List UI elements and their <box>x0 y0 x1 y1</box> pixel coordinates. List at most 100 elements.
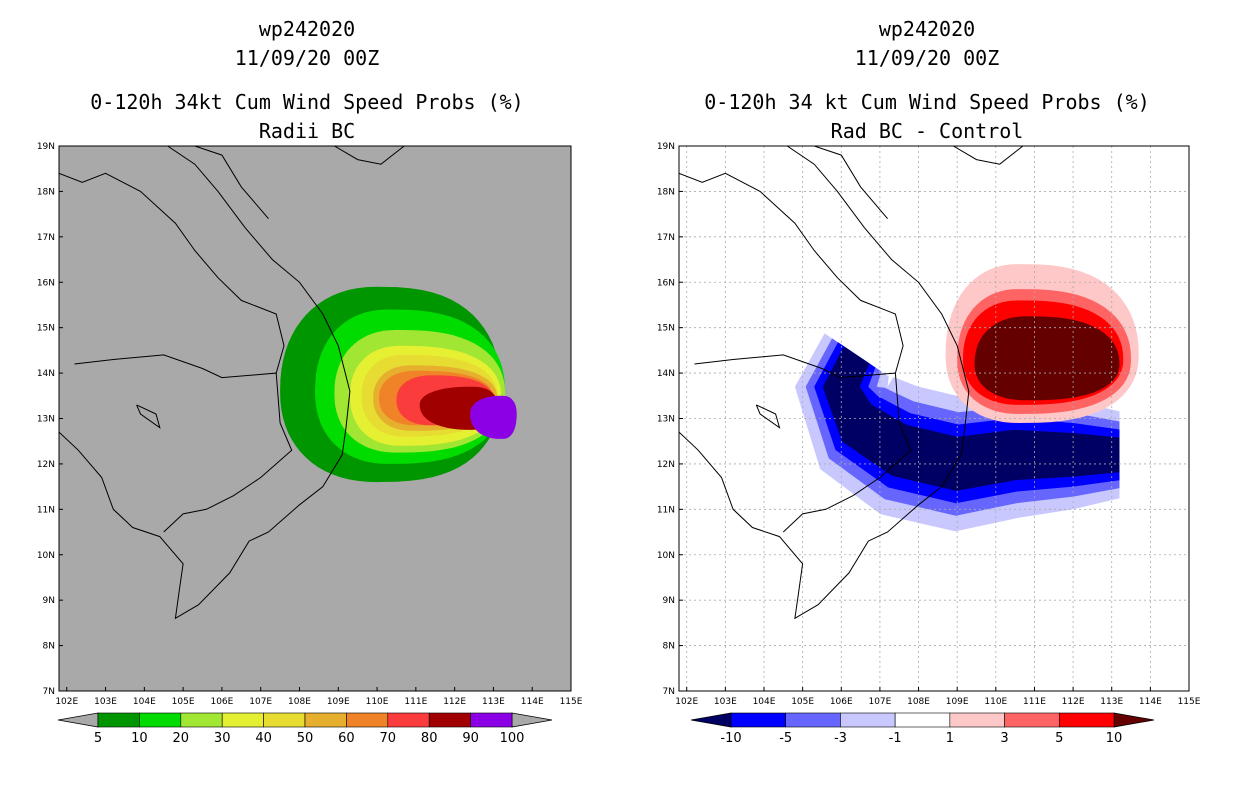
x-tick-label: 107E <box>249 697 272 707</box>
x-tick-label: 102E <box>675 697 698 707</box>
x-tick-label: 109E <box>327 697 350 707</box>
y-tick-label: 12N <box>37 460 55 470</box>
colorbar-swatch <box>785 712 841 728</box>
contour-pos-10 <box>974 316 1120 401</box>
y-tick-label: 11N <box>37 505 55 515</box>
colorbar-swatch <box>949 712 1005 728</box>
colorbar-label: -1 <box>889 731 902 746</box>
right-date: 11/09/20 00Z <box>854 46 1000 70</box>
left-date: 11/09/20 00Z <box>234 46 380 70</box>
colorbar-label: 90 <box>462 731 479 746</box>
colorbar-swatch <box>470 712 513 728</box>
y-tick-label: 19N <box>657 142 675 152</box>
x-tick-label: 112E <box>1062 697 1085 707</box>
colorbar-label: 3 <box>1000 731 1008 746</box>
colorbar: -10 -5 -3 -1 1 3 5 10 <box>690 712 1155 746</box>
x-tick-label: 104E <box>133 697 156 707</box>
coastline <box>814 146 888 220</box>
colorbar-swatch <box>730 712 787 728</box>
x-tick-label: 114E <box>1139 697 1162 707</box>
x-tick-label: 115E <box>1178 697 1201 707</box>
x-tick-label: 112E <box>443 697 466 707</box>
colorbar-label: 80 <box>421 731 438 746</box>
panel-right: 102E 103E 104E 105E 106E 107E 108E 109E 110E 111E… <box>657 142 1201 746</box>
y-tick-label: 16N <box>657 278 675 288</box>
y-tick-label: 14N <box>657 369 675 379</box>
y-tick-label: 18N <box>657 187 675 197</box>
coastline <box>59 172 285 374</box>
colorbar-swatch <box>304 712 347 728</box>
colorbar-swatch <box>894 712 951 728</box>
x-tick-label: 104E <box>753 697 776 707</box>
y-tick-label: 7N <box>43 687 55 697</box>
y-tick-label: 9N <box>43 596 55 606</box>
x-tick-label: 110E <box>366 697 389 707</box>
colorbar-swatch <box>1004 712 1060 728</box>
colorbar-label: -3 <box>834 731 847 746</box>
coastline <box>953 146 1024 165</box>
colorbar-swatch <box>97 712 140 728</box>
y-tick-label: 15N <box>657 324 675 334</box>
x-tick-label: 111E <box>404 697 427 707</box>
x-tick-label: 105E <box>172 697 195 707</box>
right-storm-id: wp242020 <box>878 17 976 41</box>
colorbar-label: 20 <box>173 731 190 746</box>
x-tick-label: 110E <box>984 697 1007 707</box>
left-storm-id: wp242020 <box>258 17 356 41</box>
y-tick-label: 11N <box>657 505 675 515</box>
x-tick-label: 113E <box>1100 697 1123 707</box>
y-tick-label: 13N <box>657 415 675 425</box>
coastline <box>679 172 904 374</box>
y-tick-label: 10N <box>657 551 675 561</box>
coastline <box>136 404 161 429</box>
y-tick-label: 16N <box>37 278 55 288</box>
y-tick-label: 8N <box>43 642 55 652</box>
coastline <box>59 146 351 620</box>
x-tick-label: 102E <box>55 697 78 707</box>
colorbar-end-right <box>511 712 553 728</box>
colorbar-label: 60 <box>338 731 355 746</box>
colorbar: 5 10 20 30 40 50 60 70 80 90 100 <box>57 712 553 746</box>
colorbar-end-left <box>690 712 732 728</box>
right-title: 0-120h 34 kt Cum Wind Speed Probs (%) <box>704 90 1150 114</box>
y-tick-label: 13N <box>37 415 55 425</box>
coastline <box>74 354 293 533</box>
colorbar-swatch <box>428 712 471 728</box>
x-tick-label: 108E <box>288 697 311 707</box>
coastline <box>694 354 912 533</box>
x-tick-label: 108E <box>907 697 930 707</box>
colorbar-label: 10 <box>131 731 148 746</box>
colorbar-swatch <box>263 712 306 728</box>
left-title: 0-120h 34kt Cum Wind Speed Probs (%) <box>90 90 524 114</box>
y-tick-label: 12N <box>657 460 675 470</box>
y-tick-label: 17N <box>37 233 55 243</box>
y-tick-label: 9N <box>663 596 675 606</box>
coastline <box>194 146 269 220</box>
right-subtitle: Rad BC - Control <box>830 119 1024 143</box>
coastline <box>679 146 970 620</box>
colorbar-swatch <box>221 712 264 728</box>
y-tick-label: 7N <box>663 687 675 697</box>
x-tick-label: 106E <box>830 697 853 707</box>
x-tick-label: 109E <box>946 697 969 707</box>
y-tick-label: 19N <box>37 142 55 152</box>
x-tick-label: 103E <box>94 697 117 707</box>
colorbar-label: 10 <box>1106 731 1123 746</box>
colorbar-swatch <box>346 712 389 728</box>
colorbar-label: 40 <box>255 731 272 746</box>
x-tick-label: 114E <box>521 697 544 707</box>
colorbar-label: 100 <box>500 731 525 746</box>
colorbar-swatch <box>840 712 896 728</box>
y-tick-label: 10N <box>37 551 55 561</box>
colorbar-label: 50 <box>297 731 314 746</box>
colorbar-label: 70 <box>380 731 397 746</box>
panel-left: 102E 103E 104E 105E 106E 107E 108E 109E 110E 111E… <box>37 142 583 746</box>
x-tick-label: 103E <box>714 697 737 707</box>
colorbar-label: -10 <box>720 731 741 746</box>
y-tick-label: 15N <box>37 324 55 334</box>
colorbar-label: -5 <box>779 731 792 746</box>
x-tick-label: 106E <box>210 697 233 707</box>
colorbar-swatch <box>1058 712 1115 728</box>
left-subtitle: Radii BC <box>258 119 356 143</box>
